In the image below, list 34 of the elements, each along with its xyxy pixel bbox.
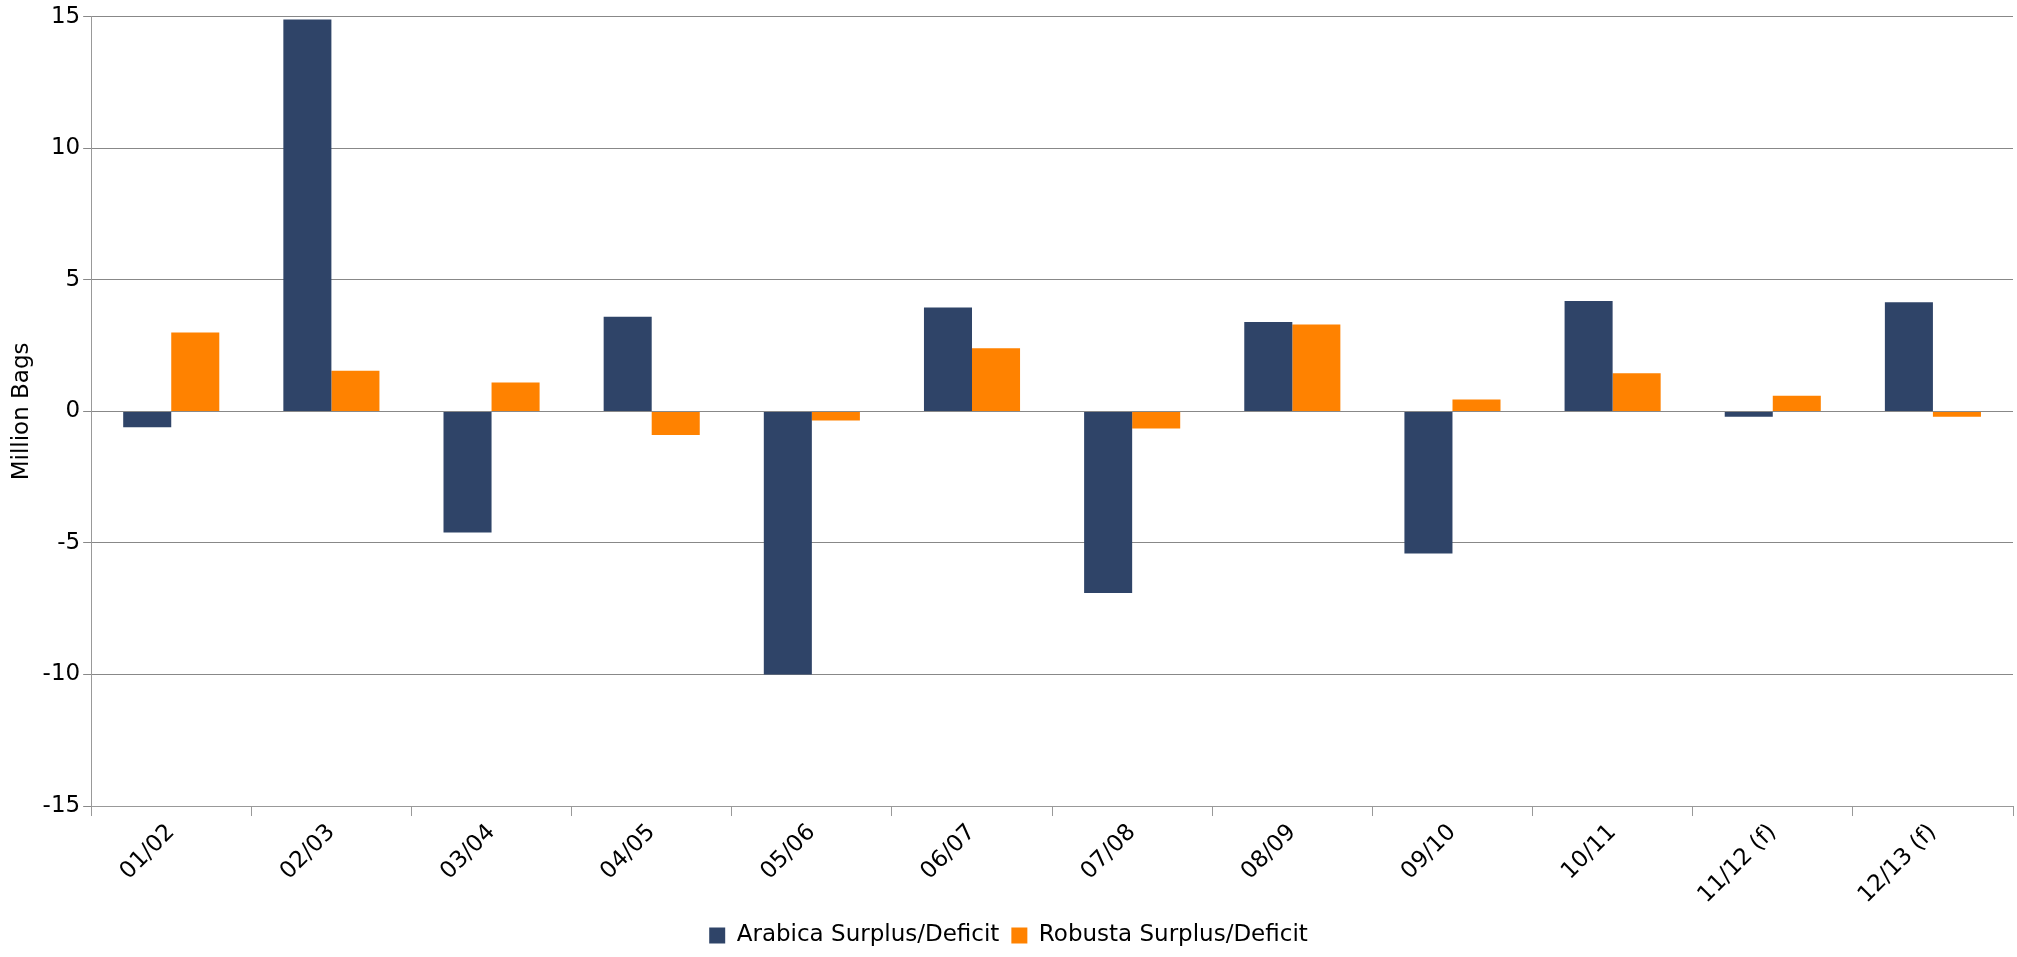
bar bbox=[1292, 324, 1341, 411]
bar bbox=[1932, 411, 1981, 417]
bar bbox=[1612, 373, 1661, 411]
bar bbox=[1724, 411, 1773, 417]
bar bbox=[1772, 395, 1821, 411]
bar bbox=[1404, 411, 1453, 554]
bar bbox=[1132, 411, 1181, 429]
bar bbox=[603, 316, 652, 411]
y-tick-label: 0 bbox=[65, 396, 81, 423]
bar bbox=[811, 411, 860, 421]
y-axis-title: Million Bags bbox=[6, 342, 33, 481]
bar bbox=[1244, 321, 1293, 411]
bar bbox=[763, 411, 812, 675]
bar bbox=[1452, 399, 1501, 411]
bar bbox=[651, 411, 700, 436]
bar bbox=[331, 370, 380, 411]
bar bbox=[923, 307, 973, 411]
bar bbox=[283, 19, 332, 411]
bar bbox=[1884, 302, 1933, 411]
bar bbox=[1084, 411, 1133, 593]
legend-label: Robusta Surplus/Deficit bbox=[1038, 920, 1308, 947]
y-tick-label: -15 bbox=[42, 791, 81, 817]
y-tick-label: -10 bbox=[42, 659, 81, 686]
y-tick-label: -5 bbox=[57, 527, 81, 554]
bar bbox=[123, 411, 172, 428]
bar bbox=[443, 411, 492, 533]
legend-label: Arabica Surplus/Deficit bbox=[736, 920, 1000, 947]
bar bbox=[171, 332, 220, 411]
bar bbox=[972, 348, 1021, 411]
y-tick-label: 5 bbox=[65, 264, 81, 291]
bar bbox=[1564, 300, 1613, 411]
y-tick-label: 10 bbox=[50, 133, 81, 160]
bar bbox=[491, 382, 540, 411]
y-tick-label: 15 bbox=[50, 1, 81, 28]
